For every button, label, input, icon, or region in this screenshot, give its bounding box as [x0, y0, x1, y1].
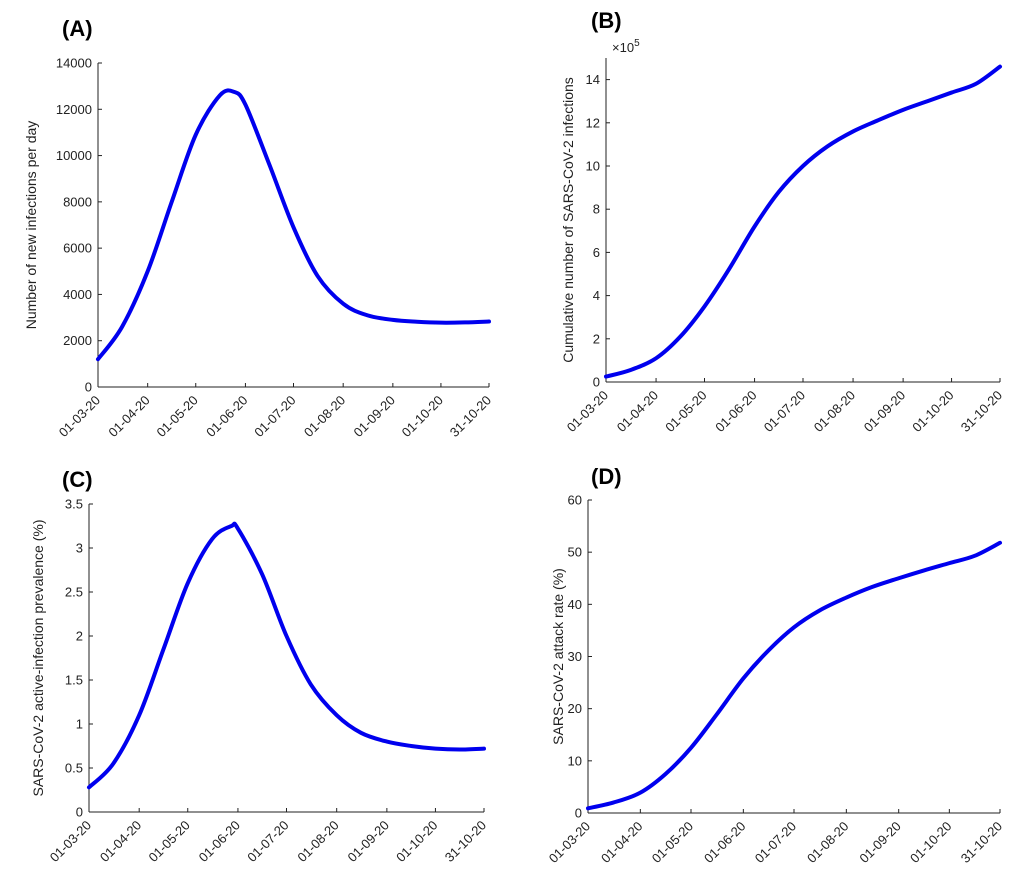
y-axis-title: Number of new infections per day: [23, 121, 39, 330]
x-tick-label: 01-10-20: [399, 393, 446, 440]
y-tick-label: 0: [593, 375, 600, 390]
y-tick-label: 0: [85, 380, 92, 395]
x-tick-label: 01-05-20: [662, 388, 709, 435]
chart-panel-c: (C) 0 0.5 1 1.5 2 2.5 3 3.5 01-03-20 01-04-20 01-05…: [30, 467, 489, 865]
x-tick-label: 31-10-20: [447, 393, 494, 440]
x-tick-label: 31-10-20: [958, 819, 1005, 866]
x-tick-label: 01-04-20: [614, 388, 661, 435]
panel-label: (D): [591, 464, 622, 489]
y-tick-label: 40: [568, 597, 582, 612]
y-tick-label: 8000: [63, 194, 92, 209]
y-tick-label: 4: [593, 288, 600, 303]
y-tick-label: 60: [568, 493, 582, 508]
x-tick-label: 01-05-20: [153, 393, 200, 440]
y-tick-label: 0: [76, 805, 83, 820]
x-tick-label: 01-09-20: [351, 393, 398, 440]
y-tick-label: 30: [568, 649, 582, 664]
y-tick-label: 14000: [56, 56, 92, 71]
y-axis-title: Cumulative number of SARS-CoV-2 infectio…: [560, 77, 576, 363]
x-tick-label: 01-06-20: [712, 388, 759, 435]
x-tick-label: 31-10-20: [958, 388, 1005, 435]
y-tick-label: 10: [568, 753, 582, 768]
y-tick-label: 10: [586, 159, 600, 174]
x-tick-label: 01-08-20: [294, 818, 341, 865]
x-tick-label: 01-09-20: [856, 819, 903, 866]
x-tick-label: 01-04-20: [105, 393, 152, 440]
y-tick-label: 0.5: [65, 761, 83, 776]
y-axis-title: SARS-CoV-2 active-infection prevalence (…: [30, 519, 46, 796]
x-tick-label: 01-03-20: [564, 388, 611, 435]
y-tick-label: 50: [568, 545, 582, 560]
x-tick-label: 01-06-20: [196, 818, 243, 865]
y-exponent-label: ×105: [612, 38, 640, 55]
x-tick-label: 31-10-20: [442, 818, 489, 865]
panel-label: (C): [62, 467, 93, 492]
series-line: [96, 88, 491, 362]
x-tick-label: 01-06-20: [701, 819, 748, 866]
x-tick-label: 01-10-20: [907, 819, 954, 866]
x-tick-label: 01-10-20: [393, 818, 440, 865]
x-tick-label: 01-09-20: [345, 818, 392, 865]
y-tick-label: 2: [76, 629, 83, 644]
x-tick-label: 01-09-20: [861, 388, 908, 435]
y-tick-label: 6: [593, 245, 600, 260]
x-tick-label: 01-03-20: [56, 393, 103, 440]
y-tick-label: 12000: [56, 102, 92, 117]
y-tick-label: 2: [593, 331, 600, 346]
x-tick-label: 01-05-20: [145, 818, 192, 865]
x-tick-label: 01-04-20: [598, 819, 645, 866]
x-tick-label: 01-03-20: [546, 819, 593, 866]
y-axis-title: SARS-CoV-2 attack rate (%): [550, 568, 566, 745]
panel-label: (B): [591, 8, 622, 33]
y-tick-label: 2.5: [65, 585, 83, 600]
x-tick-label: 01-07-20: [761, 388, 808, 435]
y-tick-label: 1.5: [65, 673, 83, 688]
y-tick-label: 3: [76, 541, 83, 556]
series-line: [586, 540, 1002, 811]
chart-panel-a: (A) 0 2000 4000 6000 8000 10000 12000 14000 01-03…: [23, 16, 494, 440]
y-tick-label: 3.5: [65, 497, 83, 512]
panel-label: (A): [62, 16, 93, 41]
x-tick-label: 01-03-20: [47, 818, 94, 865]
y-tick-label: 0: [575, 806, 582, 821]
y-tick-label: 12: [586, 115, 600, 130]
y-tick-label: 6000: [63, 241, 92, 256]
x-tick-label: 01-07-20: [251, 393, 298, 440]
x-tick-label: 01-08-20: [811, 388, 858, 435]
x-tick-label: 01-08-20: [804, 819, 851, 866]
y-tick-label: 1: [76, 717, 83, 732]
x-tick-label: 01-05-20: [649, 819, 696, 866]
x-tick-label: 01-10-20: [909, 388, 956, 435]
y-tick-label: 2000: [63, 333, 92, 348]
x-tick-label: 01-07-20: [752, 819, 799, 866]
y-tick-label: 8: [593, 202, 600, 217]
chart-panel-d: (D) 0 10 20 30 40 50 60 01-03-20 01-04-20 01-05-20…: [546, 464, 1005, 866]
y-tick-label: 4000: [63, 287, 92, 302]
x-tick-label: 01-08-20: [301, 393, 348, 440]
x-tick-label: 01-07-20: [244, 818, 291, 865]
series-line: [87, 521, 486, 790]
x-tick-label: 01-04-20: [97, 818, 144, 865]
x-tick-label: 01-06-20: [203, 393, 250, 440]
y-tick-label: 10000: [56, 148, 92, 163]
series-line: [604, 64, 1002, 379]
y-tick-label: 14: [586, 72, 600, 87]
y-tick-label: 20: [568, 701, 582, 716]
